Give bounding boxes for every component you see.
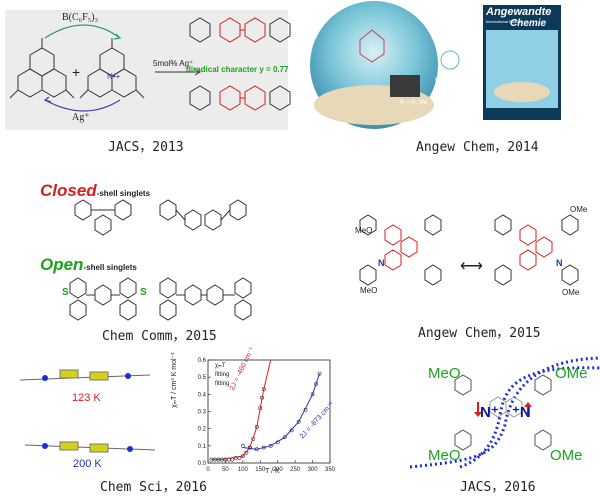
meo-bottom-label: MeO bbox=[428, 447, 461, 464]
n-left: N bbox=[378, 258, 385, 268]
open-word: Open bbox=[40, 255, 84, 274]
cover-subtitle: International Edition bbox=[486, 19, 522, 24]
cover-title-1: Angewandte bbox=[486, 6, 552, 18]
x-tick-label: 150 bbox=[255, 467, 266, 473]
panel-angew-2015: MeO MeO OMe OMe N N ⟷ Angew Chem，2015 bbox=[300, 200, 600, 350]
ome-bottom-label: OMe bbox=[550, 447, 583, 464]
y-tick-label: 0.1 bbox=[198, 444, 207, 450]
y-tick-label: 0.3 bbox=[198, 410, 207, 416]
reagent-top-label: B(C₆F₅)₃ bbox=[62, 12, 99, 23]
data-point bbox=[296, 419, 301, 424]
data-point bbox=[310, 392, 315, 397]
resonance-arrow: ⟷ bbox=[460, 258, 483, 275]
closed-shell-heading: Closed-shell singlets bbox=[40, 181, 150, 201]
n-right: N bbox=[556, 258, 563, 268]
legend-item-fit-blue: fitting bbox=[215, 372, 230, 378]
panel-jacs-2016: MeO OMe MeO OMe N⁺ ⁺N JACS，2016 bbox=[400, 350, 600, 502]
panel-chemcomm-2015: Closed-shell singlets Open-shell singlet… bbox=[0, 175, 300, 345]
open-suffix: -shell singlets bbox=[83, 263, 137, 272]
y-tick-label: 0.4 bbox=[198, 392, 207, 398]
ome-tr: OMe bbox=[570, 205, 588, 214]
plus-sign: + bbox=[72, 64, 81, 80]
jacs2016-graphic bbox=[409, 356, 600, 469]
meo-top-label: MeO bbox=[428, 365, 461, 382]
data-point bbox=[289, 428, 294, 433]
meo-tl: MeO bbox=[355, 226, 373, 235]
r-label-1: R = OMe bbox=[450, 44, 475, 50]
cover-artwork bbox=[310, 1, 561, 129]
r-label-2: R = OMe bbox=[435, 78, 460, 84]
condition-label: 5mol% Ag⁺ bbox=[153, 59, 194, 68]
s-label-right: S bbox=[140, 287, 147, 298]
data-point bbox=[317, 371, 322, 376]
caption-chemsci-2016: Chem Sci，2016 bbox=[100, 480, 207, 495]
chart-legend: χₘT fitting fitting bbox=[215, 362, 229, 389]
crystal-structures bbox=[19, 369, 156, 453]
closed-suffix: -shell singlets bbox=[96, 189, 151, 198]
n-plus-right: ⁺N bbox=[512, 404, 531, 421]
x-tick-label: 300 bbox=[308, 467, 319, 473]
x-tick-label: 100 bbox=[238, 467, 249, 473]
data-point bbox=[282, 435, 287, 440]
fit-line-3 bbox=[242, 373, 320, 450]
caption-jacs-2013: JACS，2013 bbox=[108, 140, 184, 155]
caption-chemcomm-2015: Chem Comm，2015 bbox=[102, 329, 217, 344]
y-tick-label: 0.2 bbox=[198, 427, 207, 433]
chemcomm-structures bbox=[69, 199, 252, 321]
ome-br: OMe bbox=[562, 288, 580, 297]
y-tick-label: 0.0 bbox=[198, 461, 207, 467]
panel-jacs-2013: B(C₆F₅)₃ Ag⁺ + N•+ 5mol% Ag⁺ diradical c… bbox=[0, 0, 300, 160]
x-tick-label: 50 bbox=[222, 467, 229, 473]
x-tick-label: 350 bbox=[325, 467, 336, 473]
caption-angew-2015: Angew Chem，2015 bbox=[418, 326, 541, 341]
chi-t-plot: 0 50 100 150 200 250 300 350 0.0 0.1 0.2 0.3 0.4 0.5 0… bbox=[198, 358, 336, 473]
temp-label-200k: 200 K bbox=[73, 458, 102, 470]
caption-jacs-2016: JACS，2016 bbox=[460, 480, 536, 495]
x-tick-label: 250 bbox=[290, 467, 301, 473]
legend-item-fit-red: fitting bbox=[215, 381, 230, 387]
temp-label-123k: 123 K bbox=[72, 392, 101, 404]
panel-chemsci-2016: 123 K 200 K 0 50 100 150 200 250 300 350 0.0 0.1 0… bbox=[0, 346, 360, 502]
data-point bbox=[240, 443, 245, 448]
fit-line-2 bbox=[211, 359, 272, 461]
legend-item-data: χₘT bbox=[215, 363, 226, 369]
n-plus-left: N⁺ bbox=[480, 404, 499, 421]
cover-title-2: Chemie bbox=[510, 18, 547, 29]
radical-label: N•+ bbox=[107, 72, 121, 81]
reaction-scheme bbox=[9, 17, 291, 112]
chart-ylabel: χₘT / cm³ K mol⁻¹ bbox=[171, 352, 178, 408]
x-tick-label: 0 bbox=[206, 467, 210, 473]
closed-word: Closed bbox=[40, 181, 97, 200]
r-label-3: R = H, Me bbox=[400, 100, 428, 106]
meo-bl: MeO bbox=[360, 286, 378, 295]
x-tick-label: 200 bbox=[273, 467, 284, 473]
y-tick-label: 0.6 bbox=[198, 358, 207, 364]
panel-angew-2014: Angewandte Chemie International Edition … bbox=[300, 0, 600, 160]
caption-angew-2014: Angew Chem，2014 bbox=[416, 140, 539, 155]
angew2015-structures bbox=[359, 214, 579, 286]
chart-xlabel: T / K bbox=[265, 468, 280, 475]
s-label-left: S bbox=[62, 287, 69, 298]
y-tick-label: 0.5 bbox=[198, 375, 207, 381]
diradical-label: diradical character y = 0.77 bbox=[186, 65, 289, 74]
reagent-bottom-label: Ag⁺ bbox=[72, 112, 90, 123]
open-shell-heading: Open-shell singlets bbox=[40, 255, 137, 275]
ome-top-label: OMe bbox=[555, 365, 588, 382]
